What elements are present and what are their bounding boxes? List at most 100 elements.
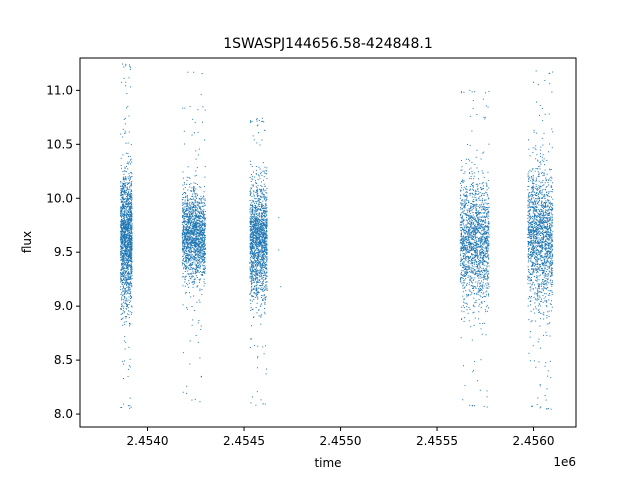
data-point	[131, 233, 133, 235]
data-point	[201, 274, 203, 276]
data-point	[260, 315, 262, 317]
data-point	[124, 283, 126, 285]
data-point	[204, 266, 206, 268]
data-point	[265, 277, 267, 279]
data-point	[256, 191, 258, 193]
data-point	[194, 255, 196, 257]
data-point	[197, 226, 199, 228]
data-point	[257, 230, 259, 232]
data-point	[124, 190, 126, 192]
data-point	[124, 267, 126, 269]
data-point	[203, 262, 205, 264]
data-point	[481, 170, 483, 172]
data-point	[196, 206, 198, 208]
data-point	[120, 407, 122, 409]
data-point	[260, 399, 262, 401]
data-point	[196, 231, 198, 233]
data-point	[252, 135, 254, 137]
data-point	[127, 275, 129, 277]
data-point	[187, 215, 189, 217]
data-point	[126, 198, 128, 200]
data-point	[200, 256, 202, 258]
data-point	[182, 184, 184, 186]
data-point	[185, 246, 187, 248]
data-point	[262, 258, 264, 260]
data-point	[124, 192, 126, 194]
data-point	[125, 178, 127, 180]
data-point	[121, 207, 123, 209]
data-point	[124, 207, 126, 209]
data-point	[264, 243, 266, 245]
data-point	[195, 267, 197, 269]
data-point	[257, 292, 259, 294]
data-point	[184, 227, 186, 229]
data-point	[204, 249, 206, 251]
data-point	[203, 242, 205, 244]
data-point	[194, 175, 196, 177]
data-point	[195, 253, 197, 255]
data-point	[196, 261, 198, 263]
data-point	[251, 228, 253, 230]
data-point	[195, 272, 197, 274]
data-point	[252, 220, 254, 222]
data-point	[184, 261, 186, 263]
data-point	[122, 263, 124, 265]
data-point	[124, 178, 126, 180]
data-point	[199, 206, 201, 208]
data-point	[195, 183, 197, 185]
data-point	[203, 260, 205, 262]
data-point	[263, 244, 265, 246]
data-point	[197, 235, 199, 237]
data-point	[252, 254, 254, 256]
data-point	[184, 214, 186, 216]
data-point	[249, 293, 251, 295]
data-point	[265, 263, 267, 265]
data-point	[189, 247, 191, 249]
data-point	[188, 176, 190, 178]
data-point	[123, 273, 125, 275]
data-point	[193, 187, 195, 189]
data-point	[198, 263, 200, 265]
data-point	[252, 206, 254, 208]
data-point	[195, 246, 197, 247]
data-point	[253, 224, 255, 226]
data-point	[473, 230, 475, 232]
data-point	[125, 186, 127, 188]
data-point	[249, 269, 251, 271]
data-point	[263, 279, 265, 281]
data-point	[127, 243, 129, 245]
data-point	[255, 237, 257, 239]
data-point	[255, 245, 257, 247]
data-point	[482, 235, 484, 237]
data-point	[203, 256, 205, 258]
data-point	[121, 194, 123, 196]
data-point	[258, 315, 260, 317]
data-point	[251, 282, 253, 284]
data-point	[265, 273, 267, 275]
data-point	[184, 203, 185, 205]
data-point	[127, 230, 129, 232]
data-point	[182, 218, 184, 220]
data-point	[186, 209, 188, 211]
data-point	[477, 273, 479, 275]
data-point	[194, 252, 196, 254]
data-point	[126, 305, 128, 307]
data-point	[254, 217, 256, 219]
data-point	[255, 224, 257, 226]
data-point	[183, 197, 185, 199]
data-point	[127, 195, 129, 197]
data-point	[189, 260, 191, 262]
data-point	[263, 190, 265, 192]
data-point	[256, 220, 258, 222]
data-point	[262, 246, 264, 248]
data-point	[261, 284, 263, 286]
data-point	[200, 375, 202, 377]
data-point	[129, 220, 131, 222]
data-point	[182, 208, 184, 210]
data-point	[266, 223, 268, 225]
data-point	[260, 236, 262, 238]
data-point	[130, 210, 132, 212]
data-point	[131, 208, 133, 210]
data-point	[254, 273, 256, 275]
data-point	[250, 227, 252, 229]
